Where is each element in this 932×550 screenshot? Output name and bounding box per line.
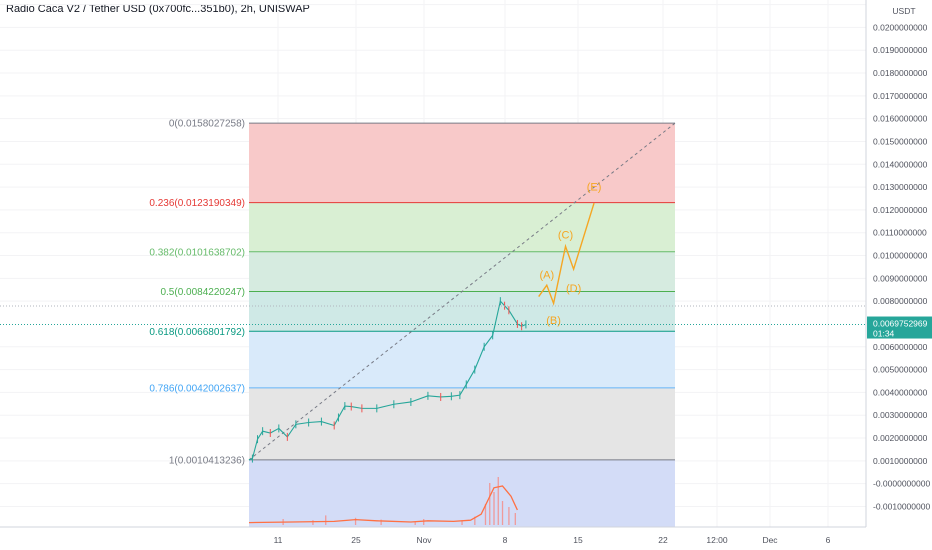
price-tick-label: 0.0110000000 (873, 228, 927, 238)
elliott-wave-projection[interactable]: (A) (B) (C) (D) (E) (538, 181, 602, 327)
price-tick-label: 0.0030000000 (873, 410, 928, 420)
volume-bar (508, 507, 510, 525)
fib-band (249, 291, 675, 332)
fib-band (249, 459, 675, 527)
fib-band (249, 202, 675, 252)
time-tick-label: 15 (573, 535, 583, 545)
countdown-timer: 01:34 (873, 329, 895, 339)
volume-bar (380, 519, 382, 525)
volume-bar (461, 520, 463, 525)
time-tick-label: 12:00 (706, 535, 728, 545)
fib-level-label: 0.5(0.0084220247) (160, 287, 245, 298)
fib-level-label: 0.786(0.0042002637) (149, 383, 245, 394)
fib-level-label: 0.382(0.0101638702) (149, 247, 245, 258)
price-tick-label: 0.0100000000 (873, 251, 928, 261)
wave-path (538, 202, 595, 306)
fib-level-label: 0.236(0.0123190349) (149, 198, 245, 209)
price-tick-label: 0.0090000000 (873, 273, 928, 283)
time-tick-label: 8 (503, 535, 508, 545)
price-tick-label: 0.0080000000 (873, 296, 928, 306)
time-scale-background (0, 527, 866, 550)
time-tick-label: Dec (762, 535, 778, 545)
volume-bar (423, 519, 425, 525)
chart-title: Radio Caca V2 / Tether USD (0x700fc...35… (6, 3, 310, 15)
price-tick-label: 0.0040000000 (873, 387, 928, 397)
volume-ma-line (248, 485, 518, 524)
volume-bar (493, 492, 495, 525)
price-tick-label: 0.0170000000 (873, 91, 928, 101)
diagonal-trend-line (248, 122, 676, 461)
price-tick-label: 0.0050000000 (873, 365, 928, 375)
price-tick-label: 0.0150000000 (873, 136, 928, 146)
volume-bar (325, 515, 327, 525)
price-scale-background (866, 0, 932, 550)
fib-band (249, 123, 675, 203)
time-tick-label: Nov (416, 535, 432, 545)
volume-bar (501, 501, 504, 525)
wave-label: (A) (539, 269, 554, 281)
time-tick-label: 6 (826, 535, 831, 545)
volume-pane (248, 477, 518, 525)
price-tick-label: 0.0060000000 (873, 342, 928, 352)
price-tick-label: 0.0160000000 (873, 114, 928, 124)
fib-band (249, 387, 675, 460)
price-tick-label: 0.0180000000 (873, 68, 928, 78)
time-tick-label: 11 (274, 535, 283, 545)
volume-bar (354, 517, 357, 525)
wave-label: (D) (566, 283, 581, 295)
current-price-tag (867, 316, 932, 339)
price-tick-label: 0.0130000000 (873, 182, 928, 192)
price-scale-currency: USDT (892, 6, 915, 16)
price-tick-label: 0.0200000000 (873, 22, 928, 32)
fib-band (249, 331, 675, 388)
price-tick-label: 0.0140000000 (873, 159, 928, 169)
wave-label: (C) (558, 229, 573, 241)
fibonacci-retracement[interactable]: 0(0.0158027258) 0.236(0.0123190349) 0.382(… (149, 119, 675, 527)
current-price-value: 0.0069752969 (873, 319, 928, 329)
fib-level-label: 0(0.0158027258) (169, 119, 245, 130)
volume-bar (312, 520, 314, 525)
price-line (248, 300, 527, 461)
wave-label: (E) (587, 181, 602, 193)
volume-bar (497, 477, 499, 525)
volume-bar (489, 483, 491, 525)
price-tick-label: 0.0120000000 (873, 205, 928, 215)
price-tick-label: -0.0010000000 (873, 501, 930, 511)
time-tick-label: 22 (658, 535, 668, 545)
trend-line[interactable] (248, 122, 676, 461)
time-tick-label: 25 (351, 535, 361, 545)
fib-level-label: 1(0.0010413236) (169, 455, 245, 466)
volume-bar (484, 504, 487, 525)
volume-bar (474, 516, 476, 525)
price-tick-label: 0.0190000000 (873, 45, 928, 55)
wave-label: (B) (546, 315, 561, 327)
fib-band (249, 251, 675, 292)
price-series (0, 297, 866, 463)
volume-bar (514, 513, 516, 525)
price-tick-label: -0.0000000000 (873, 479, 930, 489)
fib-level-label: 0.618(0.0066801792) (149, 327, 245, 338)
volume-bar (414, 521, 416, 525)
price-tick-label: 0.0020000000 (873, 433, 928, 443)
price-tick-label: 0.0010000000 (873, 456, 928, 466)
